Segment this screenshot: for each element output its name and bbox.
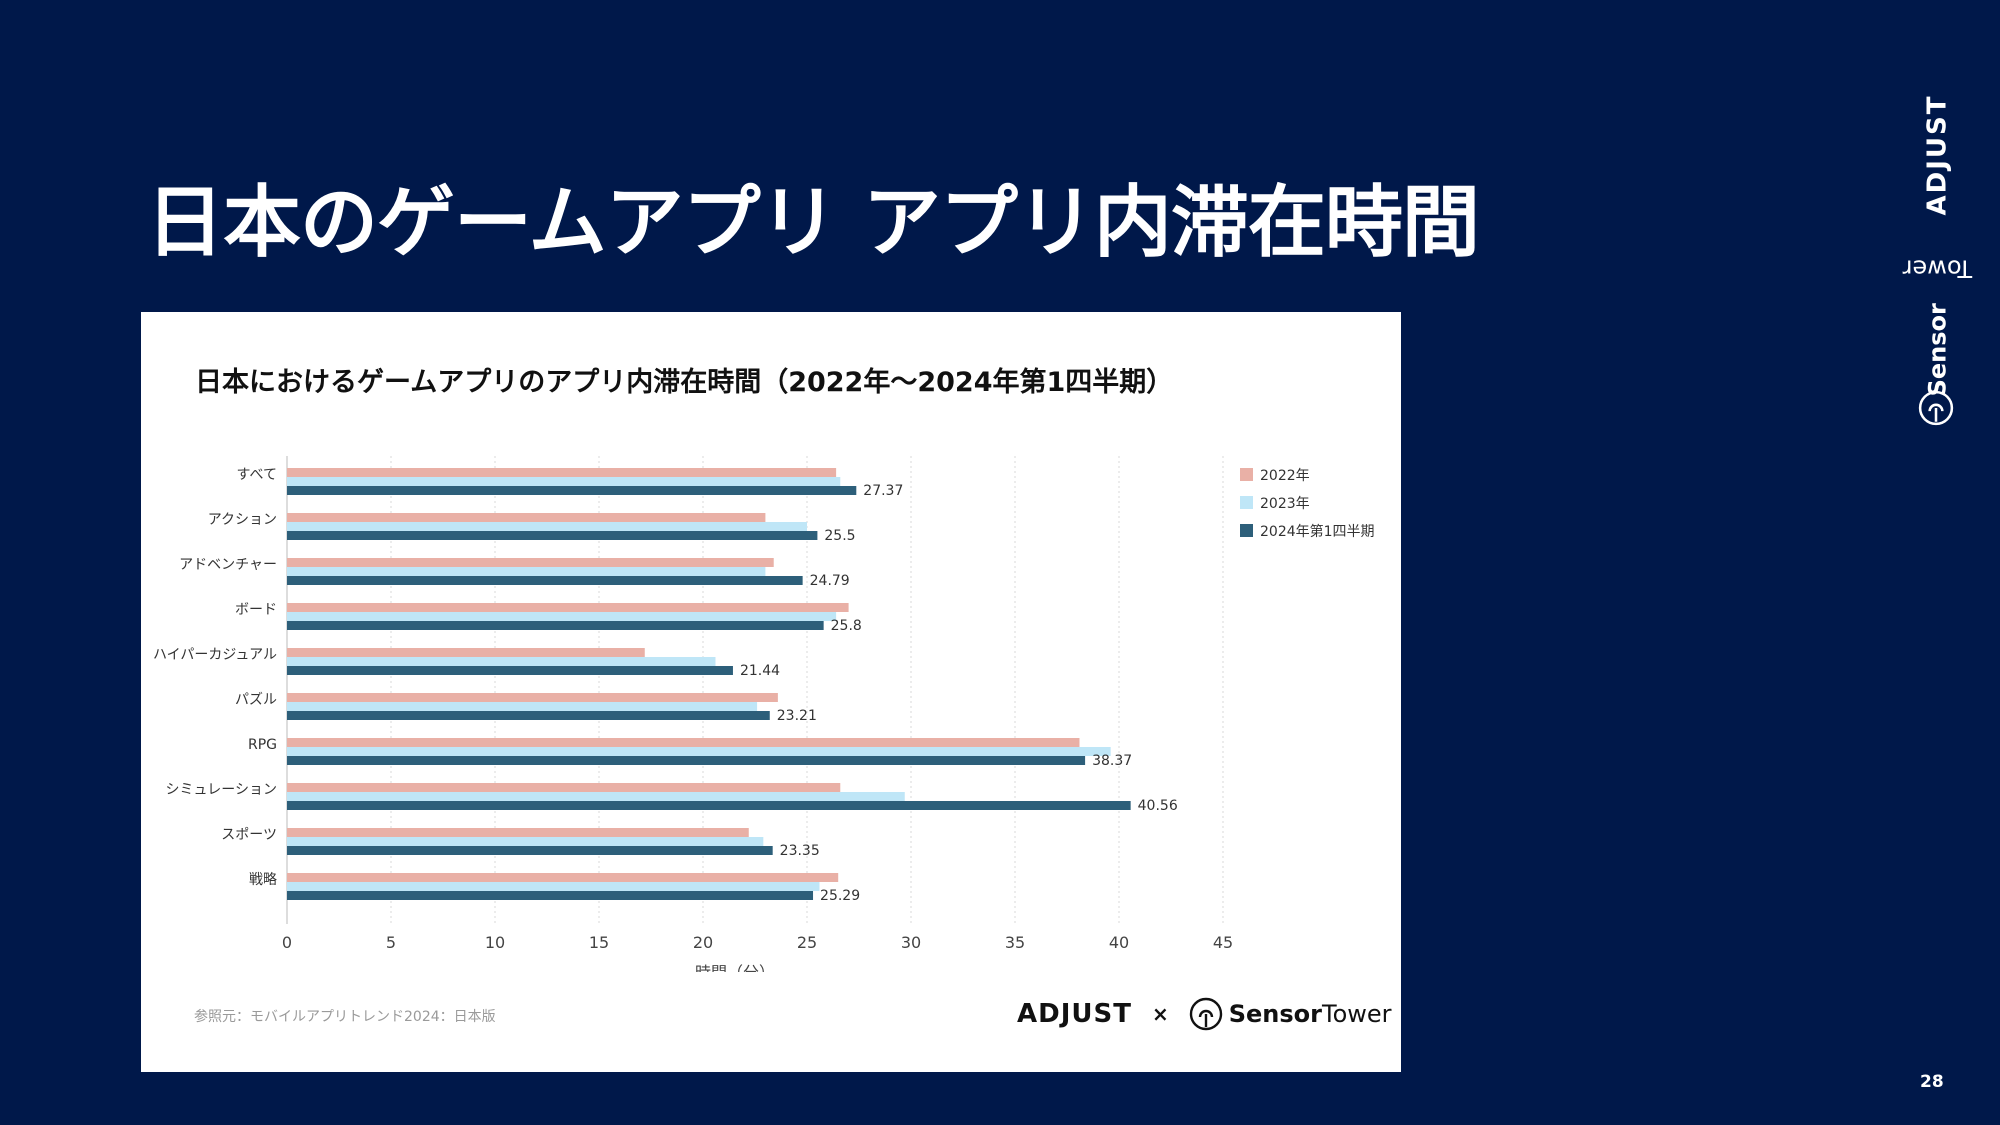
x-tick-label: 0 bbox=[282, 933, 292, 952]
legend-label: 2023年 bbox=[1260, 496, 1310, 512]
legend-swatch bbox=[1240, 524, 1253, 537]
bar-chart: 0 5 10 15 20 25 30 35 40 45 時間（分） すべて 27.37 アクション 25.5… bbox=[153, 456, 1375, 972]
side-sensor-bold: Sensor bbox=[1923, 303, 1952, 397]
data-label: 40.56 bbox=[1138, 798, 1178, 814]
category-label: アクション bbox=[208, 512, 277, 528]
category-label: 戦略 bbox=[249, 872, 277, 888]
sensor-tower-bold: Sensor bbox=[1228, 1000, 1322, 1028]
category-label: スポーツ bbox=[221, 827, 277, 843]
x-tick-label: 15 bbox=[589, 933, 609, 952]
data-label: 23.21 bbox=[777, 708, 817, 724]
category-label: すべて bbox=[237, 467, 277, 483]
data-label: 24.79 bbox=[810, 573, 850, 589]
side-adjust-text: ADJUST bbox=[1922, 94, 1953, 216]
x-tick-label: 5 bbox=[386, 933, 396, 952]
side-logos: ADJUST Sensor Tower bbox=[1902, 90, 1972, 440]
adjust-logo: ADJUST bbox=[1017, 999, 1132, 1029]
bar bbox=[287, 657, 716, 666]
bar bbox=[287, 738, 1080, 747]
data-label: 27.37 bbox=[863, 483, 903, 499]
data-label: 25.8 bbox=[831, 618, 862, 634]
bar bbox=[287, 477, 841, 486]
data-label: 23.35 bbox=[780, 843, 820, 859]
bar bbox=[287, 468, 837, 477]
bar bbox=[287, 801, 1131, 810]
bar bbox=[287, 522, 807, 531]
bar bbox=[287, 558, 774, 567]
side-adjust-logo: ADJUST bbox=[1912, 90, 1962, 220]
bar bbox=[287, 693, 778, 702]
category-label: アドベンチャー bbox=[179, 557, 277, 573]
slide-title: 日本のゲームアプリ アプリ内滞在時間 bbox=[146, 178, 1480, 268]
data-label: 25.29 bbox=[820, 888, 860, 904]
category-label: ハイパーカジュアル bbox=[153, 647, 277, 663]
legend-label: 2024年第1四半期 bbox=[1260, 523, 1375, 540]
bar bbox=[287, 882, 820, 891]
legend-label: 2022年 bbox=[1260, 468, 1310, 484]
bar bbox=[287, 531, 818, 540]
x-tick-label: 25 bbox=[797, 933, 817, 952]
bar bbox=[287, 756, 1086, 765]
bar bbox=[287, 711, 770, 720]
bar bbox=[287, 792, 905, 801]
bar bbox=[287, 567, 766, 576]
x-tick-label: 40 bbox=[1109, 933, 1129, 952]
bar bbox=[287, 873, 839, 882]
bar bbox=[287, 486, 857, 495]
sensor-tower-regular: Tower bbox=[1321, 1000, 1392, 1028]
category-label: シミュレーション bbox=[166, 782, 277, 798]
bar bbox=[287, 747, 1111, 756]
x-tick-label: 20 bbox=[693, 933, 713, 952]
bar bbox=[287, 702, 758, 711]
sensor-tower-logo: SensorTower bbox=[1189, 997, 1392, 1031]
x-tick-label: 45 bbox=[1213, 933, 1233, 952]
bar bbox=[287, 603, 849, 612]
sensor-tower-icon bbox=[1189, 997, 1222, 1031]
page-number: 28 bbox=[1920, 1072, 1944, 1092]
bar bbox=[287, 513, 766, 522]
chart-card: 日本におけるゲームアプリのアプリ内滞在時間（2022年〜2024年第1四半期） … bbox=[141, 312, 1401, 1072]
source-note: 参照元：モバイルアプリトレンド2024：日本版 bbox=[194, 1009, 496, 1025]
logo-separator: × bbox=[1151, 1002, 1169, 1026]
data-label: 38.37 bbox=[1092, 753, 1132, 769]
x-tick-label: 30 bbox=[901, 933, 921, 952]
data-label: 25.5 bbox=[824, 528, 855, 544]
bar bbox=[287, 666, 733, 675]
category-label: パズル bbox=[235, 692, 277, 708]
category-label: ボード bbox=[235, 602, 277, 618]
bar bbox=[287, 612, 837, 621]
x-tick-label: 10 bbox=[485, 933, 505, 952]
data-label: 21.44 bbox=[740, 663, 780, 679]
bar bbox=[287, 621, 824, 630]
bar bbox=[287, 648, 645, 657]
side-sensor-tower-icon bbox=[1918, 390, 1954, 426]
bar bbox=[287, 837, 764, 846]
legend-swatch bbox=[1240, 496, 1253, 509]
side-sensor-tower-logo: Sensor Tower bbox=[1902, 240, 1972, 396]
legend-swatch bbox=[1240, 468, 1253, 481]
bar bbox=[287, 576, 803, 585]
bar bbox=[287, 783, 841, 792]
bar bbox=[287, 846, 773, 855]
chart-title: 日本におけるゲームアプリのアプリ内滞在時間（2022年〜2024年第1四半期） bbox=[195, 367, 1174, 398]
footer-logos: ADJUST × SensorTower bbox=[1017, 992, 1392, 1036]
x-tick-label: 35 bbox=[1005, 933, 1025, 952]
bar bbox=[287, 828, 749, 837]
category-label: RPG bbox=[248, 737, 277, 753]
bar bbox=[287, 891, 814, 900]
x-axis-label: 時間（分） bbox=[695, 963, 775, 972]
side-tower-regular: Tower bbox=[1902, 254, 1972, 283]
